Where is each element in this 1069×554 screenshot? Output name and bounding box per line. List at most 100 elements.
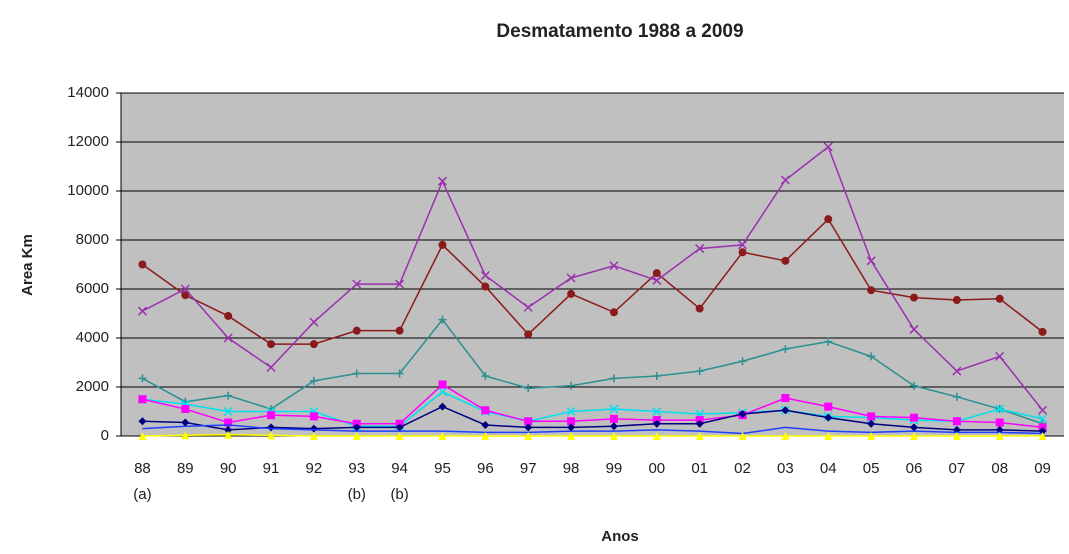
point <box>567 289 576 298</box>
point <box>824 215 833 224</box>
point <box>223 333 233 343</box>
point <box>480 270 490 281</box>
series-line <box>142 383 1043 429</box>
point <box>395 369 404 378</box>
point <box>867 286 876 295</box>
point <box>695 367 704 376</box>
point <box>266 362 276 372</box>
point <box>952 296 961 305</box>
point <box>438 380 447 389</box>
point <box>909 324 919 334</box>
point <box>309 340 318 349</box>
point <box>523 302 533 312</box>
point <box>652 371 661 380</box>
point <box>224 430 233 439</box>
y-tick-label: 12000 <box>67 133 109 150</box>
point <box>437 176 448 186</box>
x-tick-label: 05 <box>863 460 880 477</box>
point <box>609 422 618 431</box>
point <box>267 340 276 349</box>
series-line <box>142 424 1043 435</box>
point <box>866 256 876 266</box>
x-axis-title: Anos <box>601 528 639 545</box>
point <box>395 432 404 440</box>
point <box>909 293 918 302</box>
point <box>823 142 833 152</box>
point <box>309 412 318 421</box>
x-tick-label: 03 <box>777 460 794 477</box>
x-tick-label: 93 <box>348 460 365 477</box>
x-tick-label: 92 <box>306 460 323 477</box>
y-tick-label: 14000 <box>67 84 109 101</box>
point <box>737 240 748 250</box>
point <box>438 240 447 249</box>
point <box>1038 414 1048 424</box>
point <box>909 423 918 432</box>
x-tick-label: 98 <box>563 460 580 477</box>
x-tick-label: 88 <box>134 460 151 477</box>
point <box>695 244 705 254</box>
x-tick-note: (b) <box>390 486 408 503</box>
point <box>524 384 533 393</box>
point <box>524 417 533 426</box>
point <box>481 406 490 415</box>
x-tick-label: 94 <box>391 460 408 477</box>
point <box>1038 405 1048 415</box>
x-tick-label: 91 <box>263 460 280 477</box>
point <box>181 291 190 300</box>
point <box>781 394 790 403</box>
point <box>352 369 361 378</box>
point <box>138 260 147 269</box>
point <box>138 374 147 383</box>
y-axis-title: Area Km <box>19 234 36 296</box>
point <box>566 406 576 417</box>
point <box>652 406 662 417</box>
point <box>567 432 576 440</box>
point <box>909 381 918 390</box>
point <box>995 351 1005 361</box>
point <box>267 431 276 440</box>
point <box>395 279 405 289</box>
point <box>1038 327 1047 336</box>
point <box>138 417 147 426</box>
point <box>180 284 190 294</box>
x-tick-label: 99 <box>606 460 623 477</box>
series-line <box>142 318 1043 425</box>
x-tick-note: (b) <box>348 486 366 503</box>
point <box>781 406 790 415</box>
point <box>609 404 619 414</box>
point <box>952 432 961 440</box>
y-tick-label: 8000 <box>76 231 109 248</box>
y-tick-label: 0 <box>101 427 109 444</box>
point <box>567 423 576 432</box>
y-tick-label: 4000 <box>76 329 109 346</box>
point <box>867 352 876 361</box>
point <box>695 419 704 428</box>
point <box>738 432 747 440</box>
point <box>781 345 790 354</box>
point <box>995 418 1004 427</box>
point <box>566 273 576 283</box>
point <box>524 330 533 339</box>
point <box>609 308 618 317</box>
point <box>223 406 233 417</box>
point <box>609 414 618 423</box>
point <box>867 412 876 421</box>
point <box>867 419 876 428</box>
point <box>781 432 790 440</box>
y-tick-label: 2000 <box>76 378 109 395</box>
point <box>824 432 833 440</box>
point <box>738 357 747 366</box>
point <box>181 431 190 440</box>
plot-area <box>121 93 1064 436</box>
point <box>481 432 490 440</box>
point <box>909 432 918 440</box>
point <box>309 317 319 327</box>
point <box>738 409 747 418</box>
x-tick-label: 02 <box>734 460 751 477</box>
point <box>352 279 362 289</box>
point <box>438 432 447 440</box>
point <box>695 304 704 313</box>
point <box>995 432 1004 440</box>
x-tick-label: 95 <box>434 460 451 477</box>
